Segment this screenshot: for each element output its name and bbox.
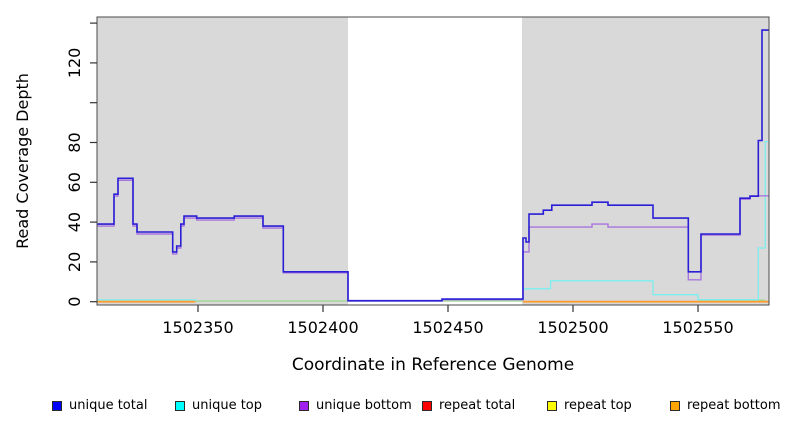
y-tick-label: 40 bbox=[65, 212, 84, 232]
series-unique-top bbox=[97, 299, 197, 302]
y-tick-label: 80 bbox=[65, 132, 84, 152]
legend-swatch-icon bbox=[670, 401, 680, 411]
axis-ticks bbox=[90, 22, 699, 312]
y-axis-title: Read Coverage Depth bbox=[13, 73, 32, 249]
plot-border bbox=[96, 16, 770, 306]
legend-item-unique-total: unique total bbox=[52, 399, 147, 413]
x-tick-label: 1502350 bbox=[162, 318, 233, 337]
legend-swatch-icon bbox=[547, 401, 557, 411]
y-tick-label: 120 bbox=[65, 48, 84, 79]
axis-tick-labels: 1502350 1502400 1502450 1502500 1502550 0 20 40… bbox=[65, 48, 734, 337]
shaded-region bbox=[97, 17, 348, 305]
legend-item-repeat-top: repeat top bbox=[547, 399, 632, 413]
legend-swatch-icon bbox=[52, 401, 62, 411]
x-axis-title: Coordinate in Reference Genome bbox=[292, 355, 574, 375]
shaded-region bbox=[522, 17, 769, 305]
legend-label: unique bottom bbox=[316, 398, 412, 413]
legend-swatch-icon bbox=[175, 401, 185, 411]
legend-label: unique total bbox=[69, 398, 148, 413]
x-tick-label: 1502400 bbox=[287, 318, 358, 337]
y-tick-label: 20 bbox=[65, 252, 84, 272]
x-tick-label: 1502450 bbox=[412, 318, 483, 337]
series-unique-top bbox=[523, 140, 769, 301]
legend-swatch-icon bbox=[422, 401, 432, 411]
legend-item-repeat-total: repeat total bbox=[422, 399, 515, 413]
shaded-regions bbox=[97, 17, 769, 305]
legend-item-unique-top: unique top bbox=[175, 399, 262, 413]
legend-swatch-icon bbox=[299, 401, 309, 411]
y-tick-label: 0 bbox=[65, 297, 84, 307]
legend-label: repeat bottom bbox=[687, 398, 781, 413]
legend-item-unique-bottom: unique bottom bbox=[299, 399, 412, 413]
x-tick-label: 1502550 bbox=[662, 318, 733, 337]
series-unique-total bbox=[97, 29, 769, 302]
legend-label: repeat total bbox=[439, 398, 516, 413]
y-tick-label: 60 bbox=[65, 172, 84, 192]
series-lines bbox=[97, 29, 769, 303]
legend-label: unique top bbox=[192, 398, 263, 413]
legend-item-repeat-bottom: repeat bottom bbox=[670, 399, 781, 413]
x-tick-label: 1502500 bbox=[537, 318, 608, 337]
legend-label: repeat top bbox=[564, 398, 632, 413]
